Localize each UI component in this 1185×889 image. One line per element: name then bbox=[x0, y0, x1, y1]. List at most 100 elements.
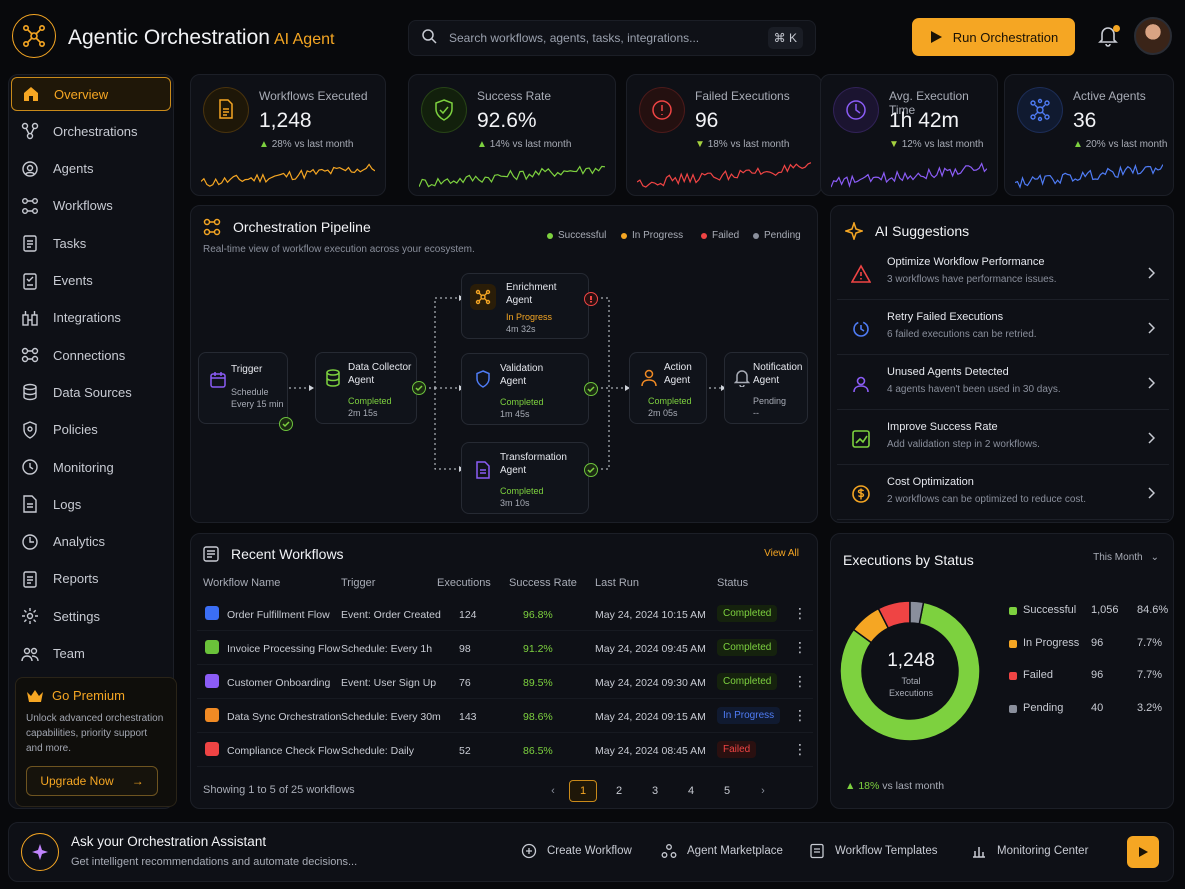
stat-card-avg-execution-time[interactable]: Avg. Execution Time 1h 42m ▼ 12% vs last m… bbox=[820, 74, 998, 196]
sidebar-item-team[interactable]: Team bbox=[11, 637, 171, 671]
page-1-button[interactable]: 1 bbox=[569, 780, 597, 802]
page-2-button[interactable]: 2 bbox=[615, 785, 623, 797]
suggestion-title: Improve Success Rate bbox=[887, 421, 998, 433]
executions-change-suffix: vs last month bbox=[882, 780, 945, 792]
more-options-icon[interactable]: ⋮ bbox=[793, 605, 807, 621]
quick-action-workflow-templates[interactable]: Workflow Templates bbox=[809, 843, 937, 859]
sidebar-item-label: Events bbox=[53, 273, 93, 288]
node-enrichment-time: 4m 32s bbox=[506, 324, 536, 334]
sidebar-item-connections[interactable]: Connections bbox=[11, 338, 171, 372]
executions-by-status-panel: Executions by Status This Month ⌄ 1,248 T… bbox=[830, 533, 1174, 809]
sidebar-item-data-sources[interactable]: Data Sources bbox=[11, 375, 171, 409]
sidebar-item-tasks[interactable]: Tasks bbox=[11, 226, 171, 260]
stat-change-suffix: vs last month bbox=[512, 139, 572, 150]
play-icon bbox=[1139, 847, 1148, 857]
legend-in-progress: In Progress bbox=[621, 230, 683, 241]
dollar-icon bbox=[849, 482, 873, 506]
legend-row: In Progress 96 7.7% bbox=[1009, 637, 1169, 651]
workflow-name: Customer Onboarding bbox=[227, 677, 331, 689]
quick-action-agent-marketplace[interactable]: Agent Marketplace bbox=[661, 843, 783, 859]
avatar[interactable] bbox=[1134, 17, 1172, 55]
stat-card-active-agents[interactable]: Active Agents 36 ▲ 20% vs last month bbox=[1004, 74, 1174, 196]
node-data-collector[interactable]: Data Collector Agent Completed 2m 15s bbox=[315, 352, 426, 424]
legend-percent: 84.6% bbox=[1137, 604, 1169, 616]
more-options-icon[interactable]: ⋮ bbox=[793, 707, 807, 723]
sidebar-item-policies[interactable]: Policies bbox=[11, 413, 171, 447]
send-button[interactable] bbox=[1127, 836, 1159, 868]
legend-percent: 7.7% bbox=[1137, 669, 1163, 681]
table-row[interactable]: Order Fulfillment Flow Event: Order Creat… bbox=[197, 597, 813, 631]
node-transformation[interactable]: Transformation Agent Completed 3m 10s bbox=[461, 442, 598, 514]
node-validation[interactable]: Validation Agent Completed 1m 45s bbox=[461, 353, 598, 425]
period-select[interactable]: This Month ⌄ bbox=[1093, 552, 1159, 563]
legend-row: Failed 96 7.7% bbox=[1009, 669, 1169, 683]
sidebar-item-integrations[interactable]: Integrations bbox=[11, 301, 171, 335]
bell-icon bbox=[729, 365, 755, 391]
suggestion-item[interactable]: Optimize Workflow Performance 3 workflows… bbox=[837, 250, 1169, 300]
next-page-icon[interactable]: › bbox=[761, 785, 765, 797]
node-enrichment[interactable]: Enrichment Agent In Progress 4m 32s bbox=[461, 273, 598, 339]
sidebar-item-overview[interactable]: Overview bbox=[11, 77, 171, 111]
node-transformation-time: 3m 10s bbox=[500, 498, 530, 508]
logo-icon[interactable] bbox=[12, 14, 56, 58]
node-action[interactable]: Action Agent Completed 2m 05s bbox=[629, 352, 707, 424]
ai-suggestions-title: AI Suggestions bbox=[875, 223, 970, 239]
sidebar-item-agents[interactable]: Agents bbox=[11, 152, 171, 186]
prev-page-icon[interactable]: ‹ bbox=[551, 785, 555, 797]
node-transformation-status: Completed bbox=[500, 486, 544, 496]
legend-pending: Pending bbox=[753, 230, 801, 241]
table-row[interactable]: Data Sync Orchestration Schedule: Every 3… bbox=[197, 699, 813, 733]
stat-value: 1,248 bbox=[259, 109, 312, 132]
status-badge: Completed bbox=[717, 639, 778, 656]
more-options-icon[interactable]: ⋮ bbox=[793, 639, 807, 655]
node-trigger[interactable]: Trigger Schedule Every 15 min bbox=[198, 352, 293, 431]
table-row[interactable]: Invoice Processing Flow Schedule: Every 1… bbox=[197, 631, 813, 665]
sidebar-item-label: Connections bbox=[53, 347, 126, 363]
sidebar-item-workflows[interactable]: Workflows bbox=[11, 189, 171, 223]
donut-slice-successful[interactable] bbox=[839, 601, 981, 742]
sidebar-item-reports[interactable]: Reports bbox=[11, 562, 171, 596]
table-row[interactable]: Compliance Check Flow Schedule: Daily 52 86… bbox=[197, 733, 813, 767]
sidebar-item-monitoring[interactable]: Monitoring bbox=[11, 450, 171, 484]
suggestion-item[interactable]: Unused Agents Detected 4 agents haven't b… bbox=[837, 360, 1169, 410]
sidebar-item-settings[interactable]: Settings bbox=[11, 599, 171, 633]
donut-slice-pending[interactable] bbox=[909, 600, 925, 625]
page-3-button[interactable]: 3 bbox=[651, 785, 659, 797]
status-badge: Completed bbox=[717, 673, 778, 690]
search-input[interactable] bbox=[449, 31, 756, 45]
legend-successful: Successful bbox=[547, 230, 606, 241]
legend-dot bbox=[753, 232, 759, 239]
page-4-button[interactable]: 4 bbox=[687, 785, 695, 797]
quick-action-monitoring-center[interactable]: Monitoring Center bbox=[971, 843, 1088, 859]
node-transformation-title: Transformation Agent bbox=[500, 452, 567, 476]
quick-action-create-workflow[interactable]: Create Workflow bbox=[521, 843, 632, 859]
stat-card-workflows-executed[interactable]: Workflows Executed 1,248 ▲ 28% vs last mon… bbox=[190, 74, 386, 196]
sidebar-item-analytics[interactable]: Analytics bbox=[11, 525, 171, 559]
assistant-sparkle-icon[interactable] bbox=[21, 833, 59, 871]
run-orchestration-button[interactable]: Run Orchestration bbox=[912, 18, 1075, 56]
legend-label: Failed bbox=[712, 230, 740, 241]
node-notification-time: -- bbox=[753, 408, 759, 418]
sidebar-item-label: Settings bbox=[53, 608, 100, 624]
workflow-trigger: Schedule: Every 30m bbox=[341, 711, 441, 723]
sidebar-item-events[interactable]: Events bbox=[11, 264, 171, 298]
more-options-icon[interactable]: ⋮ bbox=[793, 673, 807, 689]
table-row[interactable]: Customer Onboarding Event: User Sign Up 76… bbox=[197, 665, 813, 699]
node-notification[interactable]: Notification Agent Pending -- bbox=[724, 352, 808, 424]
bell-icon[interactable] bbox=[1098, 25, 1120, 47]
more-options-icon[interactable]: ⋮ bbox=[793, 741, 807, 757]
suggestion-item[interactable]: Cost Optimization 2 workflows can be opti… bbox=[837, 470, 1169, 520]
column-header: Executions bbox=[437, 577, 491, 589]
sidebar-item-orchestrations[interactable]: Orchestrations bbox=[11, 114, 171, 148]
shield-icon bbox=[470, 366, 496, 392]
stat-card-failed-executions[interactable]: Failed Executions 96 ▼ 18% vs last month bbox=[626, 74, 822, 196]
page-5-button[interactable]: 5 bbox=[723, 785, 731, 797]
suggestion-item[interactable]: Retry Failed Executions 6 failed executio… bbox=[837, 305, 1169, 355]
search-bar[interactable]: ⌘ K bbox=[408, 20, 816, 56]
stat-card-success-rate[interactable]: Success Rate 92.6% ▲ 14% vs last month bbox=[408, 74, 616, 196]
view-all-link[interactable]: View All bbox=[764, 548, 799, 559]
sidebar-item-logs[interactable]: Logs bbox=[11, 487, 171, 521]
suggestion-item[interactable]: Improve Success Rate Add validation step … bbox=[837, 415, 1169, 465]
upgrade-now-button[interactable]: Upgrade Now → bbox=[26, 766, 158, 796]
arrow-up-icon: ▲ bbox=[845, 780, 859, 792]
